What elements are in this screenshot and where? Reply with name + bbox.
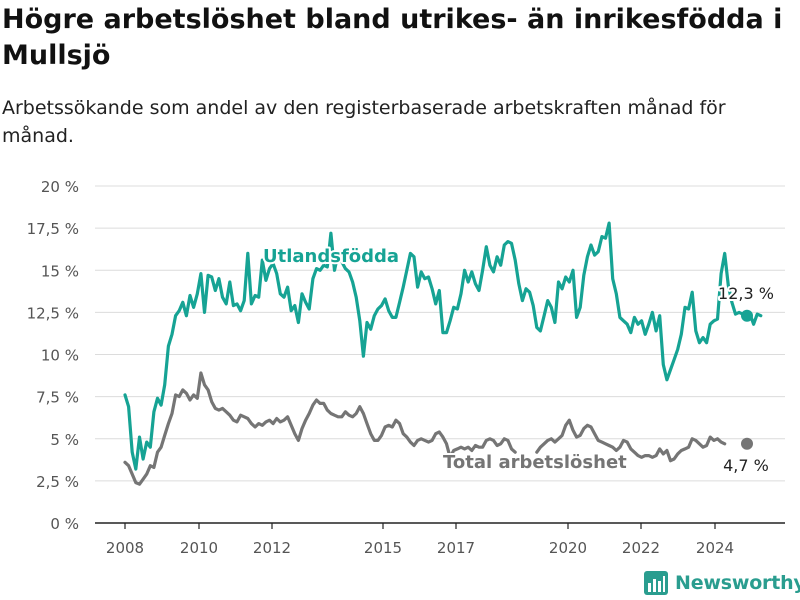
y-tick-label: 2,5 %: [36, 473, 79, 491]
y-tick-label: 12,5 %: [27, 304, 79, 322]
end-label-utlandsfodda: 12,3 %: [718, 284, 774, 303]
y-tick-label: 5 %: [50, 431, 79, 449]
x-tick-label: 2024: [696, 539, 734, 557]
series-label-total: Total arbetslöshet: [443, 452, 627, 473]
y-tick-label: 15 %: [41, 262, 79, 280]
y-tick-label: 7,5 %: [36, 389, 79, 407]
newsworthy-brand: Newsworthy: [643, 569, 800, 597]
x-tick-label: 2015: [364, 539, 402, 557]
bar-chart-logo-icon: [644, 571, 668, 595]
x-tick-label: 2008: [106, 539, 144, 557]
y-tick-label: 17,5 %: [27, 220, 79, 238]
brand-name: Newsworthy: [675, 572, 800, 594]
y-tick-label: 10 %: [41, 347, 79, 365]
x-tick-label: 2010: [180, 539, 218, 557]
series-label-utlandsfodda: Utlandsfödda: [263, 246, 399, 267]
x-tick-label: 2017: [437, 539, 475, 557]
series-line-utlandsfodda: [123, 221, 763, 471]
series-line-total: [123, 371, 727, 486]
end-label-total: 4,7 %: [723, 456, 769, 475]
end-point-total: [741, 437, 753, 450]
x-tick-label: 2012: [253, 539, 291, 557]
x-tick-label: 2022: [622, 539, 660, 557]
chart-title: Högre arbetslöshet bland utrikes- än inr…: [2, 4, 783, 71]
chart-subtitle: Arbetssökande som andel av den registerb…: [2, 97, 726, 147]
y-tick-label: 20 %: [41, 178, 79, 196]
end-point-utlandsfodda: [741, 309, 753, 322]
x-tick-label: 2020: [549, 539, 587, 557]
y-tick-label: 0 %: [50, 515, 79, 533]
